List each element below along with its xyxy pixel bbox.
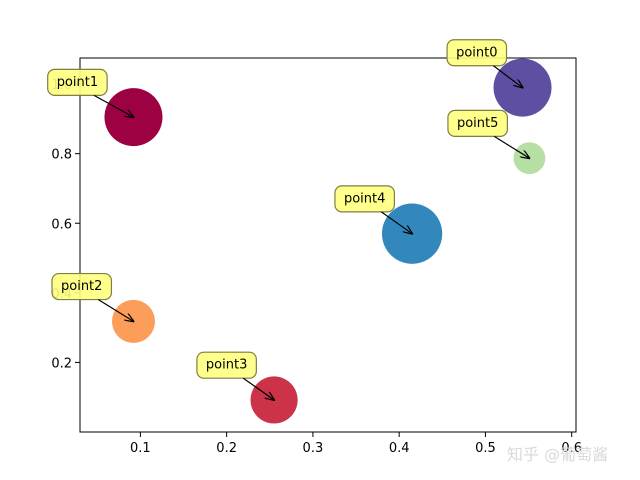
annotation-box-2 [51,272,113,301]
x-tick-label-1: 0.2 [216,441,237,456]
annotation-box-1 [47,68,108,96]
annotation-label-5: point5 [457,116,498,131]
x-tick-label-0: 0.1 [130,441,151,456]
annotations-layer: point0 point1 point2 point3 point4 point5 [47,39,530,400]
x-tick-label-5: 0.6 [561,441,582,456]
annotation-arrow-1 [93,94,133,117]
annotation-arrow-4 [380,211,412,234]
y-tick-label-3: 0.8 [51,148,72,163]
x-tick-label-3: 0.4 [389,441,410,456]
annotation-arrow-2 [98,299,133,322]
y-tick-label-0: 0.2 [51,356,72,371]
annotation-arrow-3 [242,377,274,400]
axes-frame [79,57,577,433]
annotation-label-2: point2 [61,279,102,294]
annotation-box-3 [196,351,257,379]
annotation-label-4: point4 [344,191,385,206]
annotation-arrow-5 [493,135,529,158]
annotation-arrow-0 [493,65,522,88]
annotation-box-4 [334,185,395,213]
annotation-2: point2 [51,272,133,322]
annotation-label-3: point3 [206,358,247,373]
x-tick-label-2: 0.3 [303,441,324,456]
x-tick-label-4: 0.5 [475,441,496,456]
annotation-1: point1 [47,68,134,117]
axes-layer: 0.10.20.30.40.50.60.20.40.60.81.0 [51,57,582,456]
y-tick-label-2: 0.6 [51,217,72,232]
annotation-3: point3 [196,351,274,400]
annotation-box-0 [446,39,508,67]
annotation-0: point0 [446,39,522,88]
scatter-point-1 [104,88,163,147]
annotation-5: point5 [447,109,529,158]
annotation-label-1: point1 [57,75,98,90]
annotation-box-5 [447,109,508,138]
watermark-text: 知乎 @葡萄酱 [507,445,608,464]
annotation-label-0: point0 [456,45,497,60]
annotation-4: point4 [334,185,412,234]
